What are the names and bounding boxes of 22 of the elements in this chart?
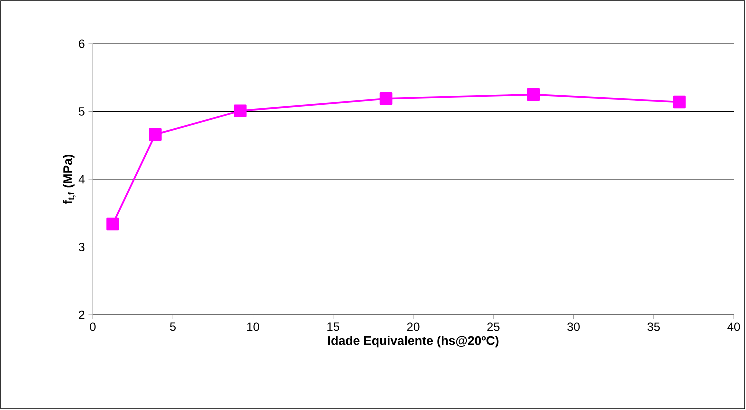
point (234, 104, 247, 118)
x-tick-label: 30 (568, 322, 580, 332)
y-tick-label: 5 (79, 108, 85, 116)
point (380, 92, 393, 106)
y-tick-label: 4 (78, 175, 85, 184)
x-tick-label: 20 (407, 322, 420, 332)
y-tick-label: 2 (79, 310, 85, 320)
y-tick-label: 3 (79, 243, 85, 252)
x-tick-label: 15 (328, 322, 340, 332)
point (106, 218, 120, 231)
point (527, 88, 540, 102)
y-axis-title: f$_{t,f}$ (MPa) (63, 155, 76, 204)
x-tick-label: 10 (248, 322, 260, 332)
x-tick-label: 0 (90, 322, 96, 332)
x-tick-label: 40 (728, 322, 740, 332)
x-axis-title: Idade Equivalente (hs@20ºC) (328, 336, 499, 348)
x-tick-label: 5 (170, 322, 176, 332)
point (673, 96, 686, 109)
point (149, 128, 162, 142)
x-tick-label: 35 (648, 322, 660, 332)
y-tick-label: 6 (79, 40, 85, 48)
x-tick-label: 25 (488, 322, 500, 332)
